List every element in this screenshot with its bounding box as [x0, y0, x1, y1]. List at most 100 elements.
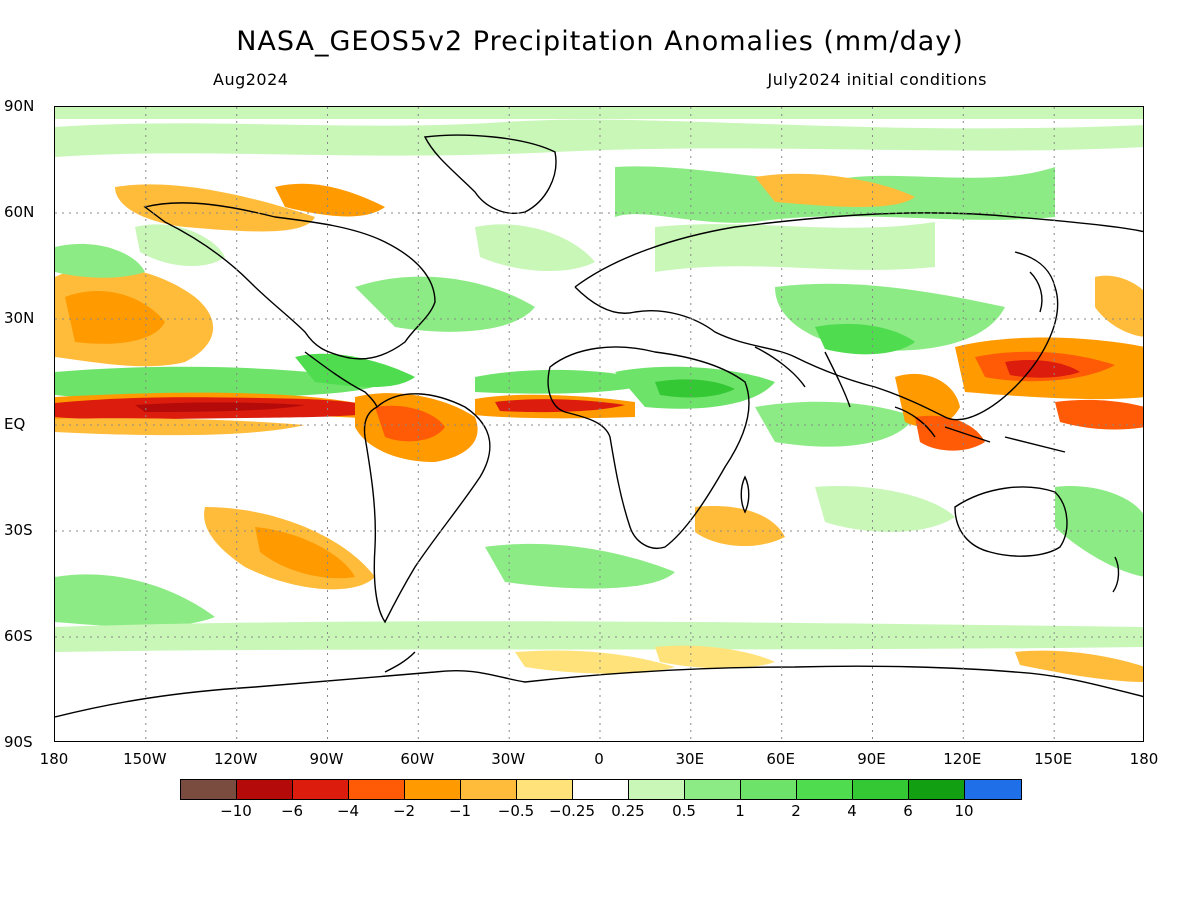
colorbar-swatch — [293, 780, 349, 799]
anomaly-region — [255, 527, 355, 579]
colorbar-tick-label: 1 — [735, 802, 745, 820]
colorbar — [180, 779, 1022, 800]
anomaly-region — [485, 543, 675, 589]
anomaly-region — [115, 184, 315, 232]
anomaly-region — [55, 107, 1143, 119]
anomaly-region — [1005, 360, 1080, 378]
colorbar-tick-label: −0.25 — [549, 802, 595, 820]
anomaly-region — [355, 276, 535, 332]
colorbar-tick-label: 0.5 — [672, 802, 696, 820]
lat-label-90s: 90S — [4, 733, 33, 751]
precipitation-anomaly-map — [55, 107, 1143, 741]
colorbar-swatch — [405, 780, 461, 799]
lon-label-180e: 180 — [1129, 750, 1159, 768]
colorbar-tick-label: −4 — [336, 802, 360, 820]
anomaly-region — [1095, 275, 1143, 337]
colorbar-tick-label: −1 — [448, 802, 472, 820]
anomaly-region — [55, 418, 305, 436]
anomaly-region — [815, 486, 955, 532]
central-america-outline — [304, 351, 378, 408]
anomaly-region — [55, 243, 145, 278]
colorbar-tick-label: −0.5 — [497, 802, 535, 820]
anomaly-region — [295, 353, 415, 387]
anomaly-region — [655, 379, 735, 398]
anomaly-region — [275, 183, 385, 217]
colorbar-swatch — [909, 780, 965, 799]
africa-outline — [547, 346, 750, 549]
colorbar-tick-label: 2 — [791, 802, 801, 820]
lon-label-30e: 30E — [675, 750, 705, 768]
colorbar-swatch — [797, 780, 853, 799]
antarctic-peninsula-outline — [384, 651, 416, 673]
lon-label-30w: 30W — [491, 750, 526, 768]
initial-conditions: July2024 initial conditions — [767, 70, 987, 89]
graticule — [55, 107, 1143, 741]
colorbar-tick-label: −10 — [220, 802, 252, 820]
colorbar-swatch — [685, 780, 741, 799]
colorbar-tick-label: 6 — [903, 802, 913, 820]
lat-label-90n: 90N — [4, 97, 35, 115]
anomaly-region — [135, 224, 225, 267]
lon-label-150w: 150W — [123, 750, 167, 768]
colorbar-swatch — [965, 780, 1021, 799]
colorbar-swatch — [349, 780, 405, 799]
colorbar-swatch — [853, 780, 909, 799]
colorbar-swatch — [629, 780, 685, 799]
madagascar-outline — [740, 475, 750, 514]
greenland-outline — [423, 134, 557, 214]
colorbar-tick-label: −2 — [392, 802, 416, 820]
new-zealand-outline — [1112, 556, 1120, 593]
arabia-india-outline — [754, 346, 851, 408]
anomaly-region — [55, 366, 385, 400]
lon-label-90w: 90W — [309, 750, 344, 768]
forecast-month: Aug2024 — [213, 70, 289, 89]
colorbar-swatch — [741, 780, 797, 799]
lon-label-90e: 90E — [857, 750, 886, 768]
coastlines — [55, 134, 1143, 718]
maritime-continent-outline — [894, 406, 1066, 453]
anomaly-region — [815, 323, 915, 355]
anomaly-region — [1055, 399, 1143, 430]
anomaly-region — [475, 369, 655, 394]
anomaly-region — [755, 401, 915, 447]
anomaly-region — [65, 291, 165, 344]
colorbar-swatch — [573, 780, 629, 799]
anomaly-region — [495, 399, 625, 413]
anomaly-region — [655, 222, 935, 272]
lon-label-60e: 60E — [766, 750, 795, 768]
lat-label-30n: 30N — [4, 309, 35, 327]
colorbar-swatch — [181, 780, 237, 799]
lon-label-120w: 120W — [213, 750, 258, 768]
colorbar-tick-label: −6 — [280, 802, 304, 820]
anomaly-region — [55, 621, 1143, 652]
anomaly-region — [755, 173, 915, 207]
anomaly-region — [915, 415, 985, 451]
map-title: NASA_GEOS5v2 Precipitation Anomalies (mm… — [236, 26, 964, 57]
anomaly-region — [475, 224, 595, 272]
colorbar-tick-label: 10 — [954, 802, 974, 820]
anomaly-region — [655, 645, 775, 669]
lat-label-60s: 60S — [4, 627, 33, 645]
lat-label-eq: EQ — [4, 415, 26, 433]
lon-label-150e: 150E — [1034, 750, 1073, 768]
lon-label-180w: 180 — [39, 750, 69, 768]
anomaly-region — [1015, 650, 1143, 682]
lat-label-60n: 60N — [4, 203, 35, 221]
anomaly-region — [135, 402, 305, 412]
anomaly-region — [695, 506, 785, 547]
eurasia-outline — [574, 212, 1143, 421]
antarctica-outline — [55, 665, 1143, 718]
australia-outline — [954, 486, 1068, 557]
colorbar-swatch — [461, 780, 517, 799]
colorbar-swatch — [237, 780, 293, 799]
map-panel — [54, 106, 1144, 742]
colorbar-swatch — [517, 780, 573, 799]
lat-label-30s: 30S — [4, 521, 33, 539]
anomaly-region — [515, 650, 675, 674]
lon-label-120e: 120E — [943, 750, 982, 768]
anomaly-region — [375, 405, 445, 442]
north-america-outline — [143, 202, 436, 360]
colorbar-tick-label: 0.25 — [611, 802, 645, 820]
south-america-outline — [363, 393, 491, 624]
colorbar-tick-label: 4 — [847, 802, 857, 820]
